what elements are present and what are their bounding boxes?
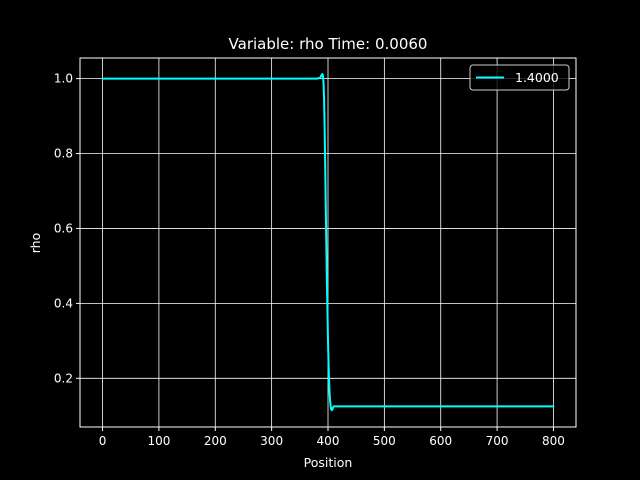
x-tick-label: 200 bbox=[204, 434, 227, 448]
x-tick-label: 800 bbox=[542, 434, 565, 448]
y-tick-label: 0.4 bbox=[54, 296, 73, 310]
x-tick-label: 500 bbox=[373, 434, 396, 448]
x-tick-label: 600 bbox=[429, 434, 452, 448]
x-tick-label: 300 bbox=[260, 434, 283, 448]
x-tick-label: 700 bbox=[486, 434, 509, 448]
legend-label: 1.4000 bbox=[515, 70, 559, 85]
y-tick-label: 1.0 bbox=[54, 72, 73, 86]
y-tick-label: 0.8 bbox=[54, 147, 73, 161]
series-layer bbox=[101, 73, 555, 412]
legend-box bbox=[469, 64, 570, 91]
y-axis-label: rho bbox=[28, 233, 43, 254]
series-line bbox=[101, 73, 555, 412]
x-tick-label: 0 bbox=[99, 434, 107, 448]
legend: 1.4000 bbox=[469, 64, 570, 91]
y-tick-label: 0.2 bbox=[54, 371, 73, 385]
x-tick-label: 400 bbox=[317, 434, 340, 448]
ticks: 0 100 200 300 400 500 600 700 800 0.2 0.4 0.6 0.8 1.0 bbox=[54, 72, 565, 448]
chart-title: Variable: rho Time: 0.0060 bbox=[229, 35, 428, 53]
y-tick-label: 0.6 bbox=[54, 221, 73, 235]
x-axis-label: Position bbox=[304, 455, 353, 470]
x-tick-label: 100 bbox=[147, 434, 170, 448]
